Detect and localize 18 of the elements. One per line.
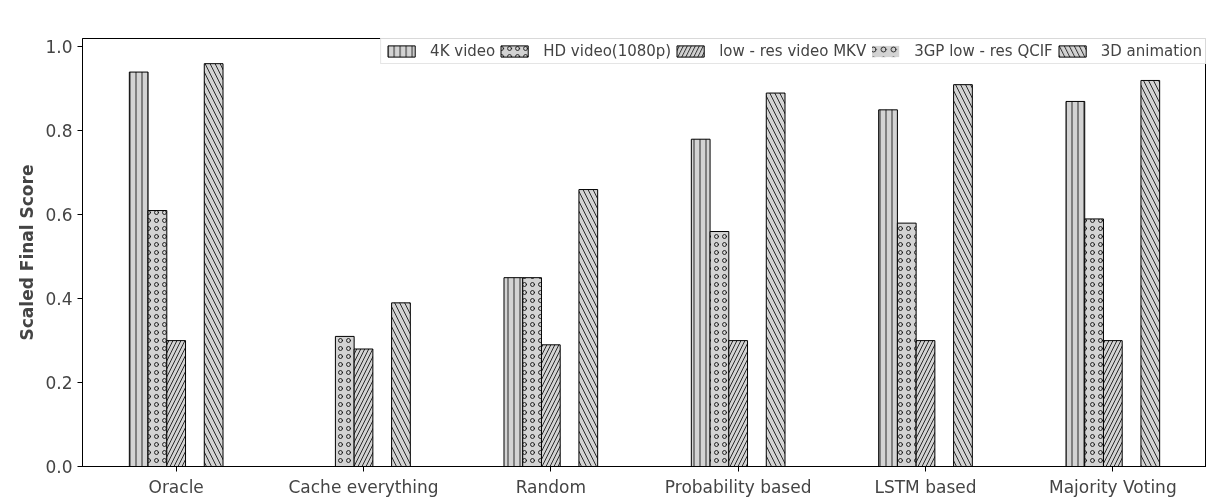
x-tick-label: Cache everything — [288, 476, 439, 497]
y-tick-label: 0.6 — [45, 205, 73, 226]
y-axis-title: Scaled Final Score — [17, 164, 38, 341]
y-tick-label: 1.0 — [45, 37, 73, 58]
y-tick-label: 0.0 — [45, 457, 73, 477]
legend-label: low - res video MKV — [719, 42, 867, 60]
x-tick-label: Random — [515, 476, 587, 497]
legend-label: 4K video — [430, 42, 496, 60]
y-tick-label: 0.2 — [45, 373, 73, 394]
legend-label: HD video(1080p) — [543, 42, 672, 60]
y-tick-label: 0.8 — [45, 121, 73, 142]
legend-label: 3GP low - res QCIF — [914, 42, 1053, 60]
x-tick-label: Oracle — [148, 476, 204, 497]
y-tick-label: 0.4 — [45, 289, 73, 310]
x-tick-label: Probability based — [664, 476, 812, 497]
legend-label: 3D animation — [1100, 42, 1202, 60]
x-tick-label: Majority Voting — [1048, 476, 1177, 497]
x-tick-label: LSTM based — [874, 476, 977, 497]
